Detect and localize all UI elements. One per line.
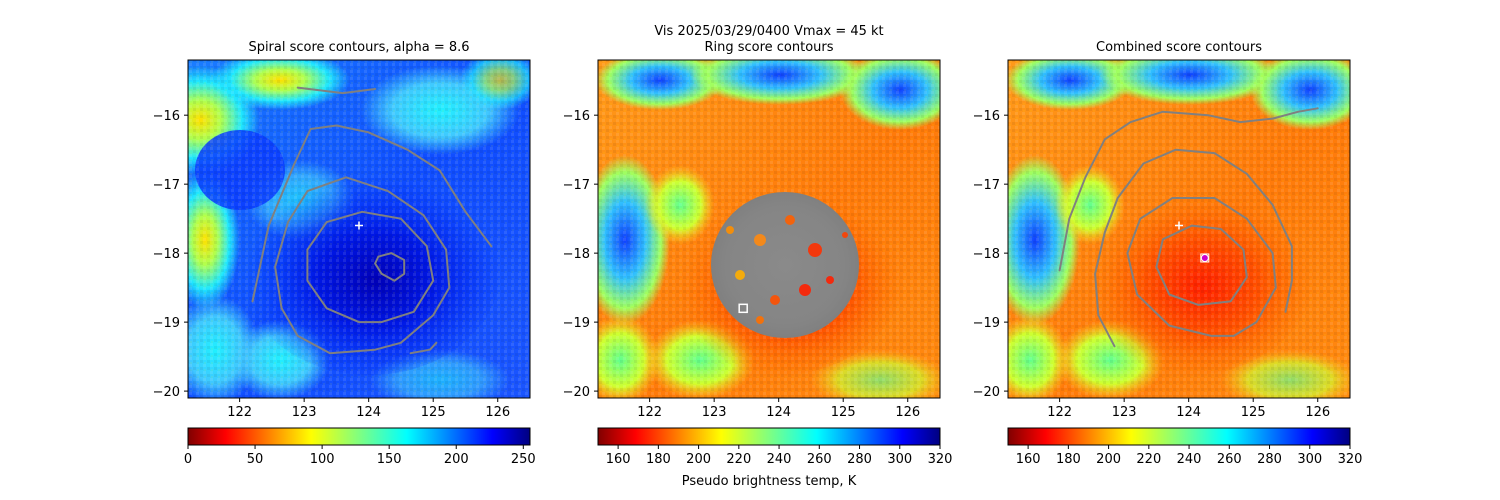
score-contour [274, 176, 451, 355]
score-contour [306, 210, 435, 324]
colorbar-tick-label: 240 [1177, 452, 1202, 467]
y-tick-label: −20 [563, 385, 590, 400]
panel-title-spiral: Spiral score contours, alpha = 8.6 [248, 40, 469, 55]
x-tick-label: 122 [1047, 405, 1072, 420]
panel-title-ring: Ring score contours [704, 40, 833, 55]
y-tick-label: −18 [973, 247, 1000, 262]
y-tick-label: −17 [153, 178, 180, 193]
colorbar-tick-label: 260 [807, 452, 832, 467]
colorbar-tick-label: 280 [1257, 452, 1282, 467]
colorbar-tick-label: 0 [184, 452, 192, 467]
colorbar-tick-label: 200 [444, 452, 469, 467]
combined-image [1008, 60, 1350, 398]
score-contour [251, 124, 493, 303]
colorbar-tick-label: 240 [767, 452, 792, 467]
score-contour [409, 341, 438, 355]
x-tick-label: 126 [895, 405, 920, 420]
y-tick-label: −16 [973, 109, 1000, 124]
colorbar-tick-label: 180 [1056, 452, 1081, 467]
colorbar-spiral: 0 50 100 150 200 250 [184, 427, 536, 467]
score-contour [1058, 107, 1319, 272]
y-tick-label: −19 [973, 316, 1000, 331]
y-tick-label: −19 [153, 316, 180, 331]
x-tick-label: 122 [227, 405, 252, 420]
colorbar-tick-label: 320 [928, 452, 953, 467]
colorbar-tick-label: 50 [247, 452, 264, 467]
score-contour [374, 252, 406, 282]
colorbar-label: Pseudo brightness temp, K [682, 474, 857, 489]
y-tick-label: −20 [153, 385, 180, 400]
colorbar-tick-label: 220 [1136, 452, 1161, 467]
colorbar-tick-label: 220 [726, 452, 751, 467]
colorbar-tick-label: 300 [887, 452, 912, 467]
ring-score-contour-field [711, 192, 859, 338]
y-tick-label: −16 [563, 109, 590, 124]
colorbar-tick-label: 160 [606, 452, 631, 467]
y-tick-label: −20 [973, 385, 1000, 400]
ring-image [598, 60, 940, 398]
x-tick-label: 125 [421, 405, 446, 420]
x-tick-label: 122 [637, 405, 662, 420]
y-tick-label: −17 [973, 178, 1000, 193]
score-contour [296, 86, 377, 95]
colorbar-tick-label: 200 [1096, 452, 1121, 467]
colorbar-tick-label: 160 [1016, 452, 1041, 467]
score-contour [1094, 148, 1293, 348]
x-tick-label: 123 [1112, 405, 1137, 420]
panel-combined: Combined score contours 122 123 124 125 126 −… [973, 40, 1363, 467]
combined-center-circle-marker [1200, 253, 1209, 262]
score-contour [1126, 197, 1277, 337]
figure-suptitle: Vis 2025/03/29/0400 Vmax = 45 kt [654, 24, 883, 39]
colorbar-tick-label: 150 [377, 452, 402, 467]
center-plus-marker [1175, 221, 1183, 230]
x-tick-label: 125 [831, 405, 856, 420]
x-tick-label: 126 [485, 405, 510, 420]
colorbar-tick-label: 200 [686, 452, 711, 467]
colorbar-tick-label: 300 [1297, 452, 1322, 467]
colorbar-tick-label: 180 [646, 452, 671, 467]
colorbar-tick-label: 250 [511, 452, 536, 467]
y-tick-label: −16 [153, 109, 180, 124]
score-contour [1155, 224, 1248, 306]
colorbar-tick-label: 260 [1217, 452, 1242, 467]
ring-center-square-marker [738, 303, 748, 314]
y-tick-label: −18 [563, 247, 590, 262]
colorbar-ring: 160 180 200 220 240 260 280 300 320 [597, 427, 953, 467]
colorbar-tick-label: 280 [847, 452, 872, 467]
x-tick-label: 123 [702, 405, 727, 420]
x-tick-label: 125 [1241, 405, 1266, 420]
x-tick-label: 124 [356, 405, 381, 420]
x-tick-label: 124 [766, 405, 791, 420]
colorbar-combined: 160 180 200 220 240 260 280 300 320 [1007, 427, 1363, 467]
x-tick-label: 126 [1305, 405, 1330, 420]
colorbar-tick-label: 100 [310, 452, 335, 467]
x-tick-label: 123 [292, 405, 317, 420]
y-tick-label: −17 [563, 178, 590, 193]
center-plus-marker [355, 221, 363, 230]
colorbar-tick-label: 320 [1338, 452, 1363, 467]
y-tick-label: −18 [153, 247, 180, 262]
panel-spiral: Spiral score contours, alpha = 8.6 122 12… [153, 40, 536, 467]
panel-title-combined: Combined score contours [1096, 40, 1262, 55]
x-tick-label: 124 [1176, 405, 1201, 420]
y-tick-label: −19 [563, 316, 590, 331]
panel-ring: Ring score contours [563, 40, 953, 489]
